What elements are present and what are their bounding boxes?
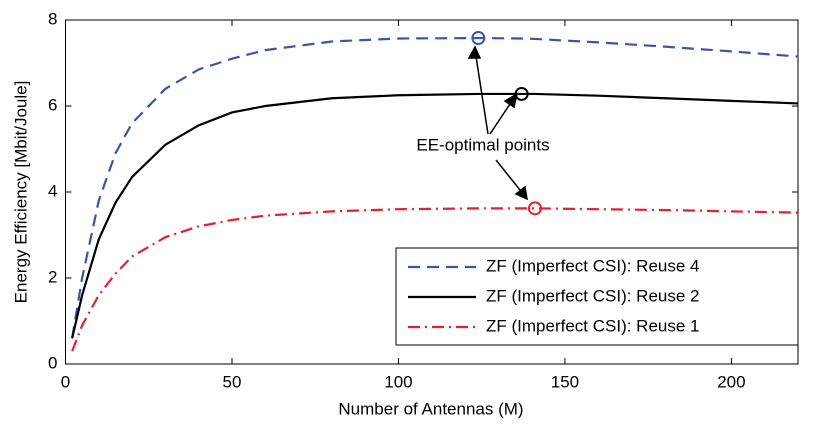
series-line: [71, 36, 799, 339]
optimal-point: [514, 86, 529, 101]
y-axis-label: Energy Efficiency [Mbit/Joule]: [11, 81, 30, 304]
x-tick-label: 0: [61, 372, 70, 391]
legend-label: ZF (Imperfect CSI): Reuse 1: [486, 316, 700, 335]
x-tick-label: 100: [384, 372, 412, 391]
legend: ZF (Imperfect CSI): Reuse 4 ZF (Imperfect…: [395, 247, 799, 346]
y-tick-label: 6: [48, 95, 57, 114]
y-tick-label: 2: [48, 267, 57, 286]
y-tick-label: 8: [48, 9, 57, 28]
legend-label: ZF (Imperfect CSI): Reuse 4: [486, 256, 700, 275]
optimal-point: [471, 31, 486, 46]
optimal-point: [527, 201, 542, 216]
legend-label: ZF (Imperfect CSI): Reuse 2: [486, 286, 700, 305]
y-tick-label: 0: [48, 353, 57, 372]
x-axis-label: Number of Antennas (M): [338, 399, 523, 418]
annotation: EE-optimal points: [416, 135, 549, 154]
annotation-arrows: [467, 45, 528, 201]
x-tick-label: 200: [717, 372, 745, 391]
x-tick-label: 50: [223, 372, 242, 391]
series-line: [71, 92, 799, 339]
y-tick-label: 4: [48, 181, 57, 200]
x-tick-label: 150: [551, 372, 579, 391]
